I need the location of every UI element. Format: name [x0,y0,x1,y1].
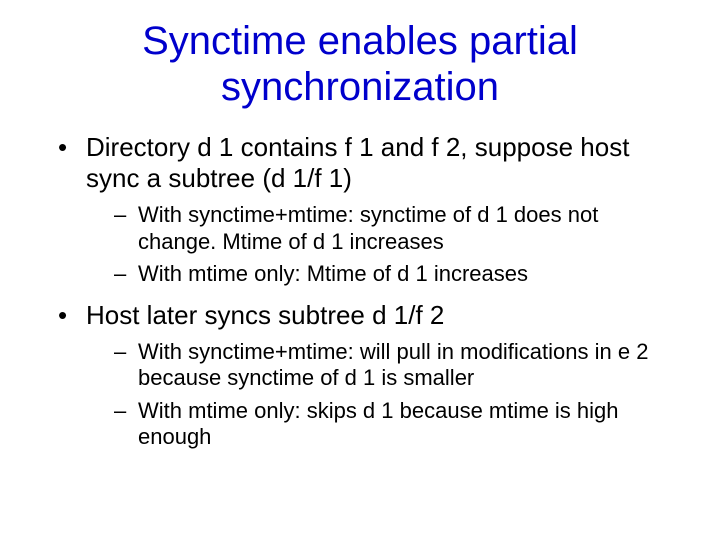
list-item: With mtime only: skips d 1 because mtime… [114,398,680,451]
bullet-text: With mtime only: Mtime of d 1 increases [138,261,528,286]
list-item: Host later syncs subtree d 1/f 2 With sy… [58,300,680,451]
list-item: With mtime only: Mtime of d 1 increases [114,261,680,287]
sub-bullet-list: With synctime+mtime: will pull in modifi… [114,339,680,451]
bullet-text: With synctime+mtime: will pull in modifi… [138,339,648,390]
bullet-text: Host later syncs subtree d 1/f 2 [86,300,444,330]
bullet-text: Directory d 1 contains f 1 and f 2, supp… [86,132,629,193]
list-item: Directory d 1 contains f 1 and f 2, supp… [58,132,680,288]
sub-bullet-list: With synctime+mtime: synctime of d 1 doe… [114,202,680,287]
bullet-text: With synctime+mtime: synctime of d 1 doe… [138,202,598,253]
bullet-list: Directory d 1 contains f 1 and f 2, supp… [58,132,680,450]
slide-title: Synctime enables partial synchronization [40,18,680,110]
slide: Synctime enables partial synchronization… [0,0,720,540]
list-item: With synctime+mtime: will pull in modifi… [114,339,680,392]
bullet-text: With mtime only: skips d 1 because mtime… [138,398,619,449]
list-item: With synctime+mtime: synctime of d 1 doe… [114,202,680,255]
